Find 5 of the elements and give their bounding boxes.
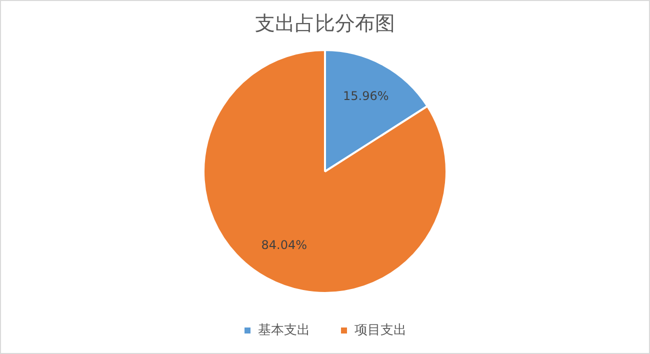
chart-title: 支出占比分布图 xyxy=(255,11,395,36)
data-label: 84.04% xyxy=(261,238,308,252)
data-label: 15.96% xyxy=(342,89,389,104)
legend-label: 基本支出 xyxy=(258,322,310,338)
legend-label: 项目支出 xyxy=(354,322,406,338)
